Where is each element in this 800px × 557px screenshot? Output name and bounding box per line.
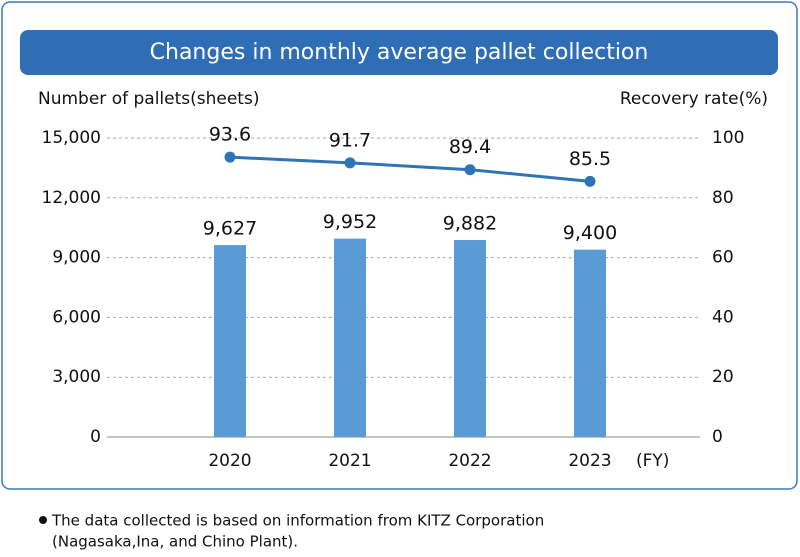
y2-tick-label: 0 (712, 427, 723, 447)
chart-title: Changes in monthly average pallet collec… (150, 40, 649, 65)
x-axis-unit: (FY) (636, 451, 669, 471)
bar (214, 245, 246, 437)
y-tick-label: 9,000 (52, 248, 101, 268)
y-axis-label: Number of pallets(sheets) (38, 89, 259, 109)
y2-tick-label: 80 (712, 188, 734, 208)
x-tick-label: 2023 (568, 451, 611, 471)
line (229, 155, 591, 183)
footnote: The data collected is based on informati… (51, 512, 544, 530)
bar-value-label: 9,882 (443, 213, 497, 235)
line-value-label: 91.7 (329, 129, 371, 151)
bar (334, 238, 366, 437)
line-value-label: 89.4 (449, 136, 491, 158)
line-point (584, 175, 596, 187)
line-value-label: 85.5 (569, 148, 611, 170)
line-point (224, 151, 236, 163)
y2-axis-label: Recovery rate(%) (620, 89, 768, 109)
y2-tick-label: 100 (712, 128, 744, 148)
bar-value-label: 9,627 (203, 218, 257, 240)
y-tick-label: 0 (90, 427, 101, 447)
y-tick-label: 12,000 (42, 188, 101, 208)
y-tick-label: 3,000 (52, 367, 101, 387)
line-point (344, 157, 356, 169)
bullet (39, 516, 47, 524)
x-tick-label: 2022 (448, 451, 491, 471)
bar-value-label: 9,952 (323, 211, 377, 233)
y2-tick-label: 60 (712, 248, 734, 268)
y2-tick-label: 40 (712, 307, 734, 327)
footnote: (Nagasaka,Ina, and Chino Plant). (52, 533, 298, 551)
x-tick-label: 2021 (328, 451, 371, 471)
bar (574, 249, 606, 437)
title-banner (20, 30, 778, 75)
x-tick-label: 2020 (208, 451, 251, 471)
y-tick-label: 6,000 (52, 307, 101, 327)
y-tick-label: 15,000 (42, 128, 101, 148)
line-value-label: 93.6 (209, 124, 251, 146)
bar-value-label: 9,400 (563, 222, 617, 244)
y2-tick-label: 20 (712, 367, 734, 387)
line-point (464, 164, 476, 176)
frame (1, 1, 798, 490)
bar (454, 240, 486, 437)
